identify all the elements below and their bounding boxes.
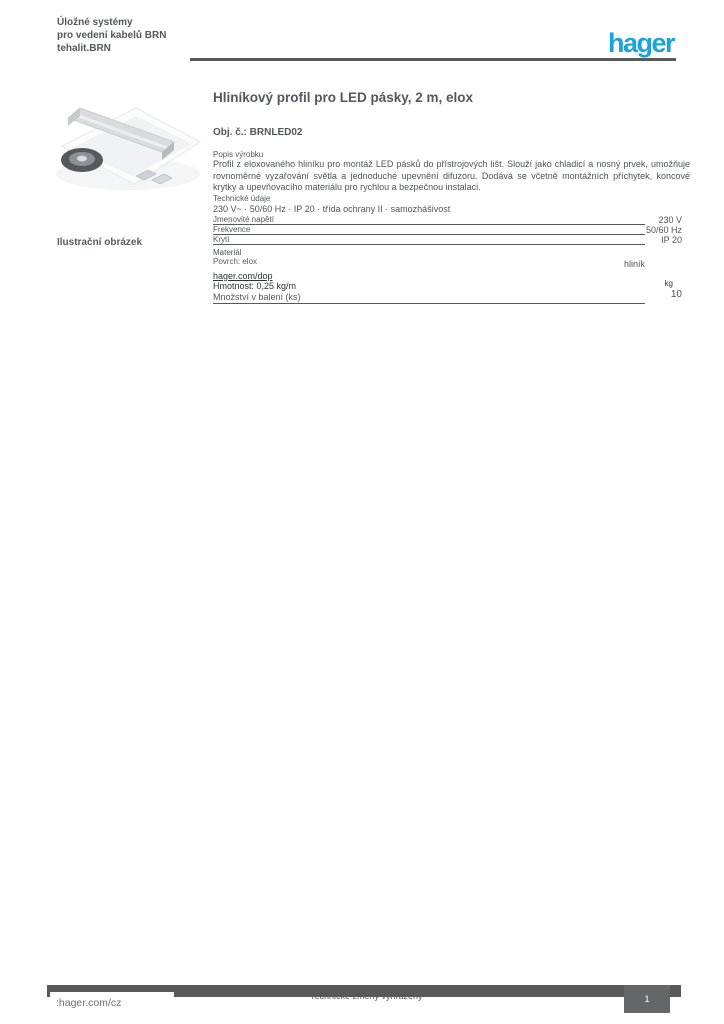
spec-value: hliník bbox=[623, 259, 645, 269]
profile-bar-channel bbox=[75, 113, 168, 150]
spec-table: Jmenovité napětí 230 V Frekvence 50/60 H… bbox=[213, 215, 690, 305]
spec-label: Jmenovité napětí bbox=[213, 215, 274, 224]
header-divider bbox=[190, 58, 676, 61]
spec-row: Krytí IP 20 bbox=[213, 235, 690, 245]
header-meta-line: pro vedení kabelů BRN bbox=[57, 30, 167, 41]
spec-row: Frekvence 50/60 Hz bbox=[213, 225, 690, 235]
spec-label: Materiál bbox=[213, 248, 242, 257]
header-meta-line: Úložné systémy bbox=[57, 17, 133, 28]
description-label: Popis výrobku bbox=[213, 150, 264, 159]
row-divider bbox=[213, 244, 645, 245]
weight-unit: kg bbox=[664, 279, 673, 288]
spec-row: Jmenovité napětí 230 V bbox=[213, 215, 690, 225]
row-divider bbox=[213, 303, 645, 304]
dop-link[interactable]: hager.com/dop bbox=[213, 271, 273, 281]
footer-note: Technické změny vyhrazeny bbox=[310, 991, 423, 1001]
hager-logo: hager bbox=[607, 28, 676, 58]
row-divider bbox=[213, 234, 645, 235]
profile-bar-front bbox=[162, 142, 174, 160]
page-number-box: 1 bbox=[624, 985, 670, 1013]
weight-label: Hmotnost: 0,25 kg/m bbox=[213, 281, 297, 291]
spec-label: Povrch: elox bbox=[213, 257, 258, 266]
spec-value: 50/60 Hz bbox=[645, 225, 682, 235]
header-meta: Úložné systémy pro vedení kabelů BRN teh… bbox=[57, 16, 166, 55]
side-note: Ilustrační obrázek bbox=[57, 237, 143, 248]
tech-data-label: Technické údaje bbox=[213, 194, 271, 203]
product-image bbox=[56, 107, 201, 190]
spec-value: 230 V bbox=[658, 215, 682, 225]
clip bbox=[151, 173, 173, 185]
spec-label: Krytí bbox=[213, 235, 230, 244]
disc-center bbox=[77, 155, 87, 162]
spec-value: IP 20 bbox=[661, 235, 682, 245]
spec-detail-block: Materiál Povrch: elox hliník hager.com/d… bbox=[213, 245, 690, 305]
tech-data-line: 230 V~ · 50/60 Hz · IP 20 · třída ochran… bbox=[213, 204, 451, 214]
clip bbox=[135, 169, 157, 181]
spec-label: Frekvence bbox=[213, 225, 251, 234]
pack-label: Množství v balení (ks) bbox=[213, 292, 301, 302]
header-meta-line: tehalit.BRN bbox=[57, 43, 111, 54]
footer-site-link[interactable]: :hager.com/cz bbox=[50, 992, 174, 1018]
description-paragraph: Profil z eloxovaného hliníku pro montáž … bbox=[213, 159, 690, 192]
pack-value: 10 bbox=[670, 289, 682, 300]
profile-bar-endcap bbox=[68, 108, 80, 126]
footer-bar bbox=[47, 985, 681, 997]
product-title: Hliníkový profil pro LED pásky, 2 m, elo… bbox=[213, 90, 474, 105]
row-divider bbox=[213, 224, 645, 225]
order-number: Obj. č.: BRNLED02 bbox=[213, 127, 303, 138]
